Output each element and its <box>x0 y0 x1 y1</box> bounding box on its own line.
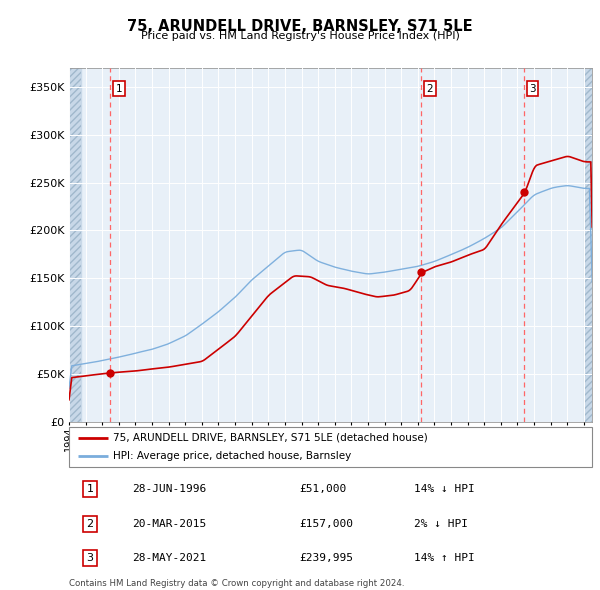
Text: HPI: Average price, detached house, Barnsley: HPI: Average price, detached house, Barn… <box>113 451 352 461</box>
Text: 2: 2 <box>86 519 94 529</box>
Text: £157,000: £157,000 <box>299 519 353 529</box>
Text: 28-MAY-2021: 28-MAY-2021 <box>132 553 206 563</box>
Text: 1: 1 <box>86 484 94 494</box>
Text: 1: 1 <box>115 84 122 94</box>
Text: 14% ↑ HPI: 14% ↑ HPI <box>415 553 475 563</box>
Bar <box>69 68 82 422</box>
Text: 3: 3 <box>529 84 536 94</box>
Text: 28-JUN-1996: 28-JUN-1996 <box>132 484 206 494</box>
Text: £239,995: £239,995 <box>299 553 353 563</box>
Text: 14% ↓ HPI: 14% ↓ HPI <box>415 484 475 494</box>
FancyBboxPatch shape <box>69 427 592 467</box>
Bar <box>584 68 592 422</box>
Bar <box>584 68 592 422</box>
Text: 20-MAR-2015: 20-MAR-2015 <box>132 519 206 529</box>
Text: 75, ARUNDELL DRIVE, BARNSLEY, S71 5LE (detached house): 75, ARUNDELL DRIVE, BARNSLEY, S71 5LE (d… <box>113 433 428 443</box>
Text: £51,000: £51,000 <box>299 484 346 494</box>
Text: Price paid vs. HM Land Registry's House Price Index (HPI): Price paid vs. HM Land Registry's House … <box>140 31 460 41</box>
Text: 2: 2 <box>427 84 433 94</box>
Text: 2% ↓ HPI: 2% ↓ HPI <box>415 519 469 529</box>
Bar <box>69 68 82 422</box>
Text: 75, ARUNDELL DRIVE, BARNSLEY, S71 5LE: 75, ARUNDELL DRIVE, BARNSLEY, S71 5LE <box>127 19 473 34</box>
Text: 3: 3 <box>86 553 94 563</box>
Text: Contains HM Land Registry data © Crown copyright and database right 2024.
This d: Contains HM Land Registry data © Crown c… <box>69 579 404 590</box>
